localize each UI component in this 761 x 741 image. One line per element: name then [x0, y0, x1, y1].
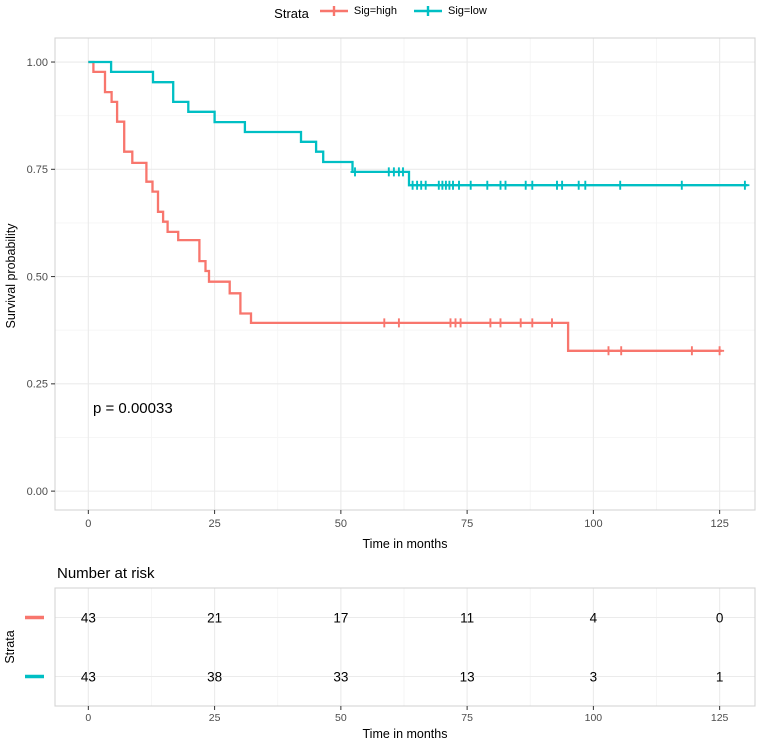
- x-tick-label: 50: [335, 518, 347, 530]
- legend-entry: Sig=high: [319, 4, 397, 18]
- risk-count: 3: [590, 669, 598, 684]
- x-tick-label: 0: [85, 518, 91, 530]
- risk-count: 43: [81, 610, 96, 625]
- y-tick-label: 0.00: [27, 486, 48, 498]
- risk-count: 4: [590, 610, 598, 625]
- risk-x-tick-label: 75: [461, 712, 473, 724]
- risk-x-tick-label: 25: [209, 712, 221, 724]
- risk-count: 1: [716, 669, 724, 684]
- x-tick-label: 75: [461, 518, 473, 530]
- risk-x-tick-label: 100: [585, 712, 603, 724]
- x-tick-label: 125: [710, 518, 728, 530]
- risk-count: 11: [460, 610, 474, 625]
- risk-table-title: Number at risk: [57, 565, 155, 582]
- risk-table-x-label: Time in months: [363, 727, 448, 741]
- risk-x-tick-label: 50: [335, 712, 347, 724]
- legend-entries: Sig=high Sig=low: [319, 4, 487, 23]
- main-axes: 0 25 50 75 100 125 0.00 0.25 0.50 0.75 1.00: [27, 57, 729, 530]
- legend-entry-label: Sig=high: [353, 4, 397, 17]
- legend-key-icon: [413, 5, 442, 16]
- risk-x-tick-label: 125: [711, 712, 729, 724]
- legend-entry-label: Sig=low: [447, 4, 487, 17]
- chart-text-overlay: Survival probability Time in months p = …: [3, 223, 447, 741]
- y-tick-label: 0.50: [27, 271, 48, 283]
- risk-table: 43 21 17 11 4 0 43 38 33 13 3 1 0 25 50 75 100 125: [25, 587, 756, 724]
- y-axis-label: Survival probability: [4, 223, 18, 329]
- p-value-annotation: p = 0.00033: [93, 400, 173, 417]
- legend-title: Strata: [274, 5, 309, 21]
- risk-table-y-label: Strata: [3, 630, 17, 663]
- risk-count: 17: [333, 610, 348, 625]
- risk-count: 33: [333, 669, 348, 684]
- censor-marks-low: [350, 167, 750, 190]
- risk-count: 38: [207, 669, 222, 684]
- y-tick-label: 0.25: [27, 379, 48, 391]
- legend-key-icon: [319, 5, 348, 16]
- legend-entry: Sig=low: [413, 4, 487, 18]
- risk-x-tick-label: 0: [85, 712, 91, 724]
- x-tick-label: 100: [584, 518, 602, 530]
- survival-curve-high: [88, 60, 722, 352]
- survival-curve-low: [88, 60, 748, 187]
- risk-count: 0: [716, 610, 724, 625]
- legend: Strata Sig=high Sig=low: [0, 0, 761, 26]
- risk-count: 13: [460, 669, 475, 684]
- x-tick-label: 25: [208, 518, 220, 530]
- x-axis-label: Time in months: [363, 537, 448, 551]
- main-grid: [54, 37, 756, 511]
- risk-count: 43: [81, 669, 96, 684]
- risk-count: 21: [207, 610, 222, 625]
- y-tick-label: 0.75: [27, 164, 48, 176]
- censor-marks-high: [379, 318, 725, 356]
- y-tick-label: 1.00: [27, 57, 48, 69]
